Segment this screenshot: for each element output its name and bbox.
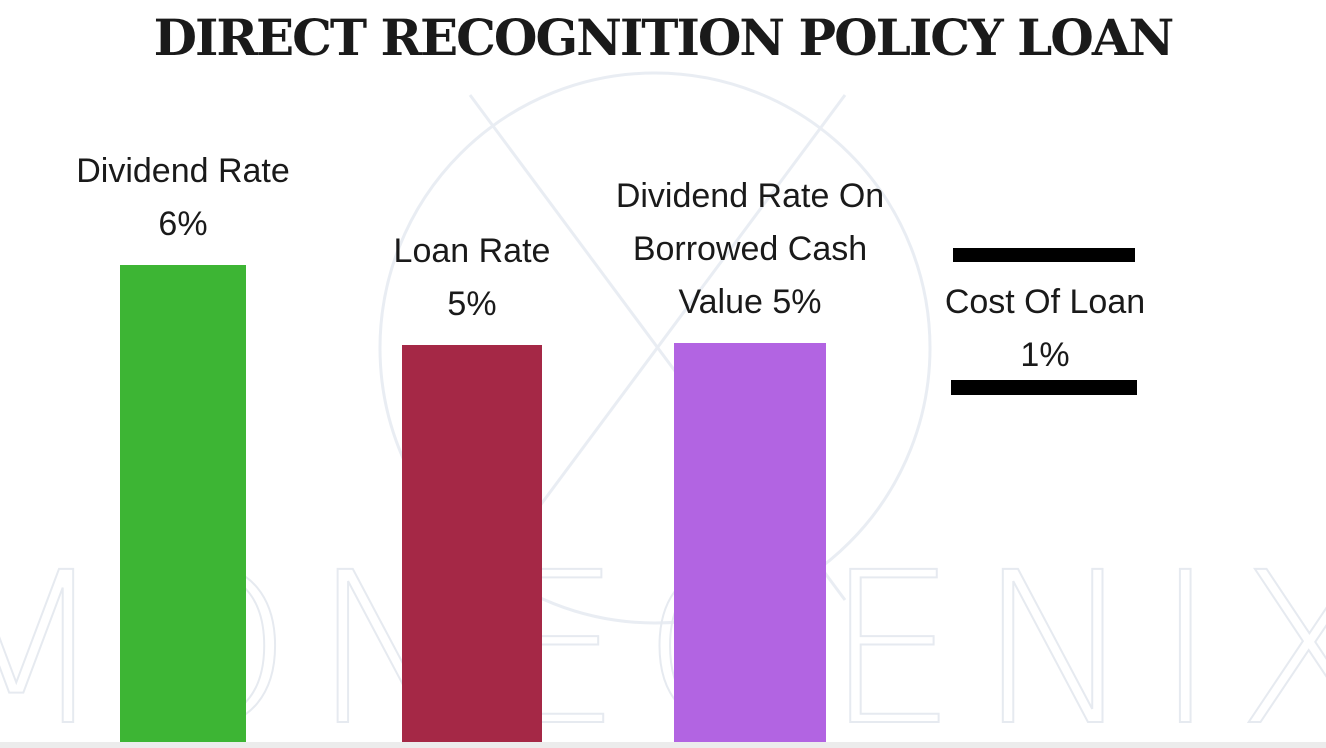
watermark-circle bbox=[378, 71, 932, 625]
bar-1 bbox=[120, 265, 246, 745]
chart-title: DIRECT RECOGNITION POLICY LOAN bbox=[153, 8, 1175, 67]
cost-of-loan-annotation: Cost Of Loan 1% bbox=[945, 248, 1145, 395]
bar-3-label-line-3: Value 5% bbox=[678, 283, 821, 321]
bar-3-label-line-2: Borrowed Cash bbox=[633, 230, 867, 268]
bottom-band bbox=[0, 742, 1326, 748]
bar-3-label-line-1: Dividend Rate On bbox=[616, 177, 884, 215]
bar-3 bbox=[674, 343, 826, 745]
bars-group bbox=[120, 265, 826, 745]
annotation-top-rule bbox=[953, 248, 1135, 262]
bar-1-label-line-1: Dividend Rate bbox=[76, 152, 290, 190]
bar-1-label-line-2: 6% bbox=[158, 205, 207, 243]
bar-2 bbox=[402, 345, 542, 745]
bar-2-label-line-1: Loan Rate bbox=[394, 232, 551, 270]
annotation-line-1: Cost Of Loan bbox=[945, 283, 1145, 321]
bar-labels-group: Dividend Rate 6% Loan Rate 5% Dividend Rate … bbox=[76, 152, 884, 323]
annotation-bottom-rule bbox=[951, 380, 1137, 395]
bar-2-label-line-2: 5% bbox=[447, 285, 496, 323]
annotation-line-2: 1% bbox=[1020, 336, 1069, 374]
